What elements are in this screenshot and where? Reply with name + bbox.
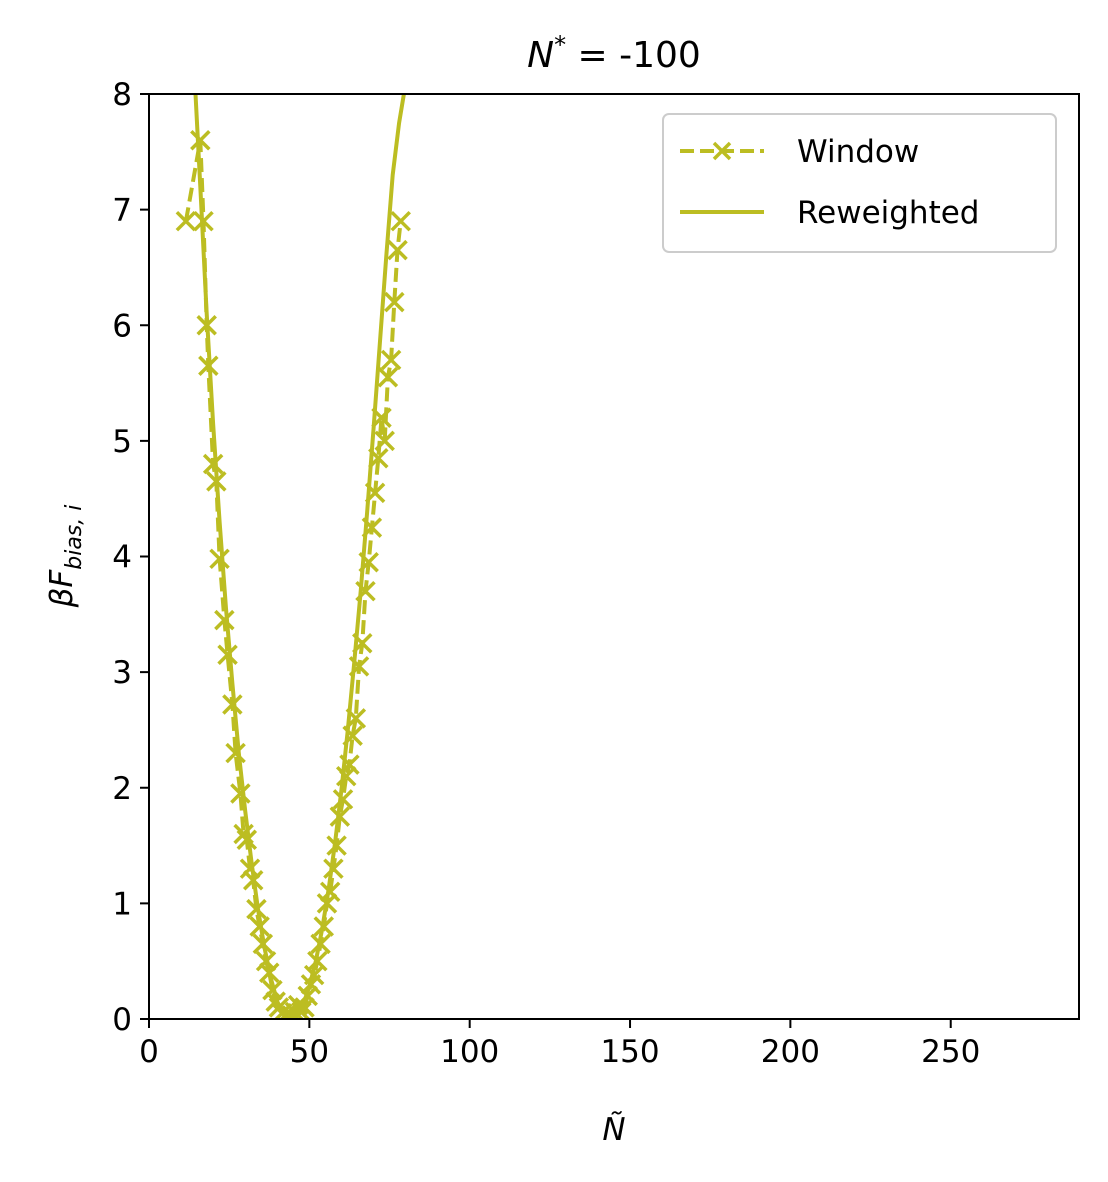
data-point-x-marker [377,367,399,388]
data-point-x-marker [175,210,197,232]
data-point-x-marker [239,858,261,879]
title-suffix: = -100 [566,35,701,76]
chart-title: N* = -100 [527,31,701,76]
tick-layer: 0 50 100 150 200 250 0 1 2 3 4 5 6 7 8 [112,77,980,1070]
x-tick-label: 50 [290,1034,329,1070]
data-point-x-marker [380,349,402,371]
y-tick-label: 7 [112,193,132,229]
x-axis-label: Ñ [602,1112,625,1148]
series-line-window [183,138,403,1019]
y-tick-label: 8 [112,77,132,113]
x-tick-label: 0 [139,1034,159,1070]
legend-window-label: Window [797,134,919,170]
y-tick-label: 1 [112,886,132,922]
data-point-x-marker [374,430,395,452]
data-point-x-marker [209,548,230,570]
series-line-reweighted [193,94,406,1019]
data-point-x-marker [225,742,246,764]
data-point-x-marker [390,210,411,232]
y-tick-label: 6 [112,308,132,344]
x-tick-label: 100 [440,1034,499,1070]
series-layer [175,94,411,1019]
data-point-x-marker [332,789,354,810]
data-point-x-marker [387,239,408,261]
data-point-x-marker [214,609,235,631]
y-axis-label-sub: bias, i [62,505,87,570]
y-tick-label: 5 [112,424,132,460]
axes-frame [148,93,1080,1020]
data-point-x-marker [217,644,238,666]
legend-box [662,113,1057,253]
data-point-x-marker [202,453,224,475]
y-axis-label-main: βF [44,569,80,609]
legend: Window Reweighted [662,113,1057,253]
data-point-x-marker [190,130,211,151]
legend-reweighted-label: Reweighted [797,195,980,231]
x-tick-label: 250 [921,1034,980,1070]
title-prefix: N [527,35,554,76]
x-tick-label: 150 [600,1034,659,1070]
x-tick-label: 200 [761,1034,820,1070]
y-tick-label: 3 [112,655,132,691]
title-sup: * [554,31,566,59]
data-point-x-marker [335,765,357,787]
y-axis-label: βFbias, i [44,505,87,609]
y-tick-label: 4 [112,540,132,576]
data-point-x-marker [230,783,251,804]
data-point-x-marker [384,291,405,313]
legend-window-marker [712,141,732,161]
y-tick-label: 0 [112,1002,132,1038]
y-tick-label: 2 [112,771,132,807]
